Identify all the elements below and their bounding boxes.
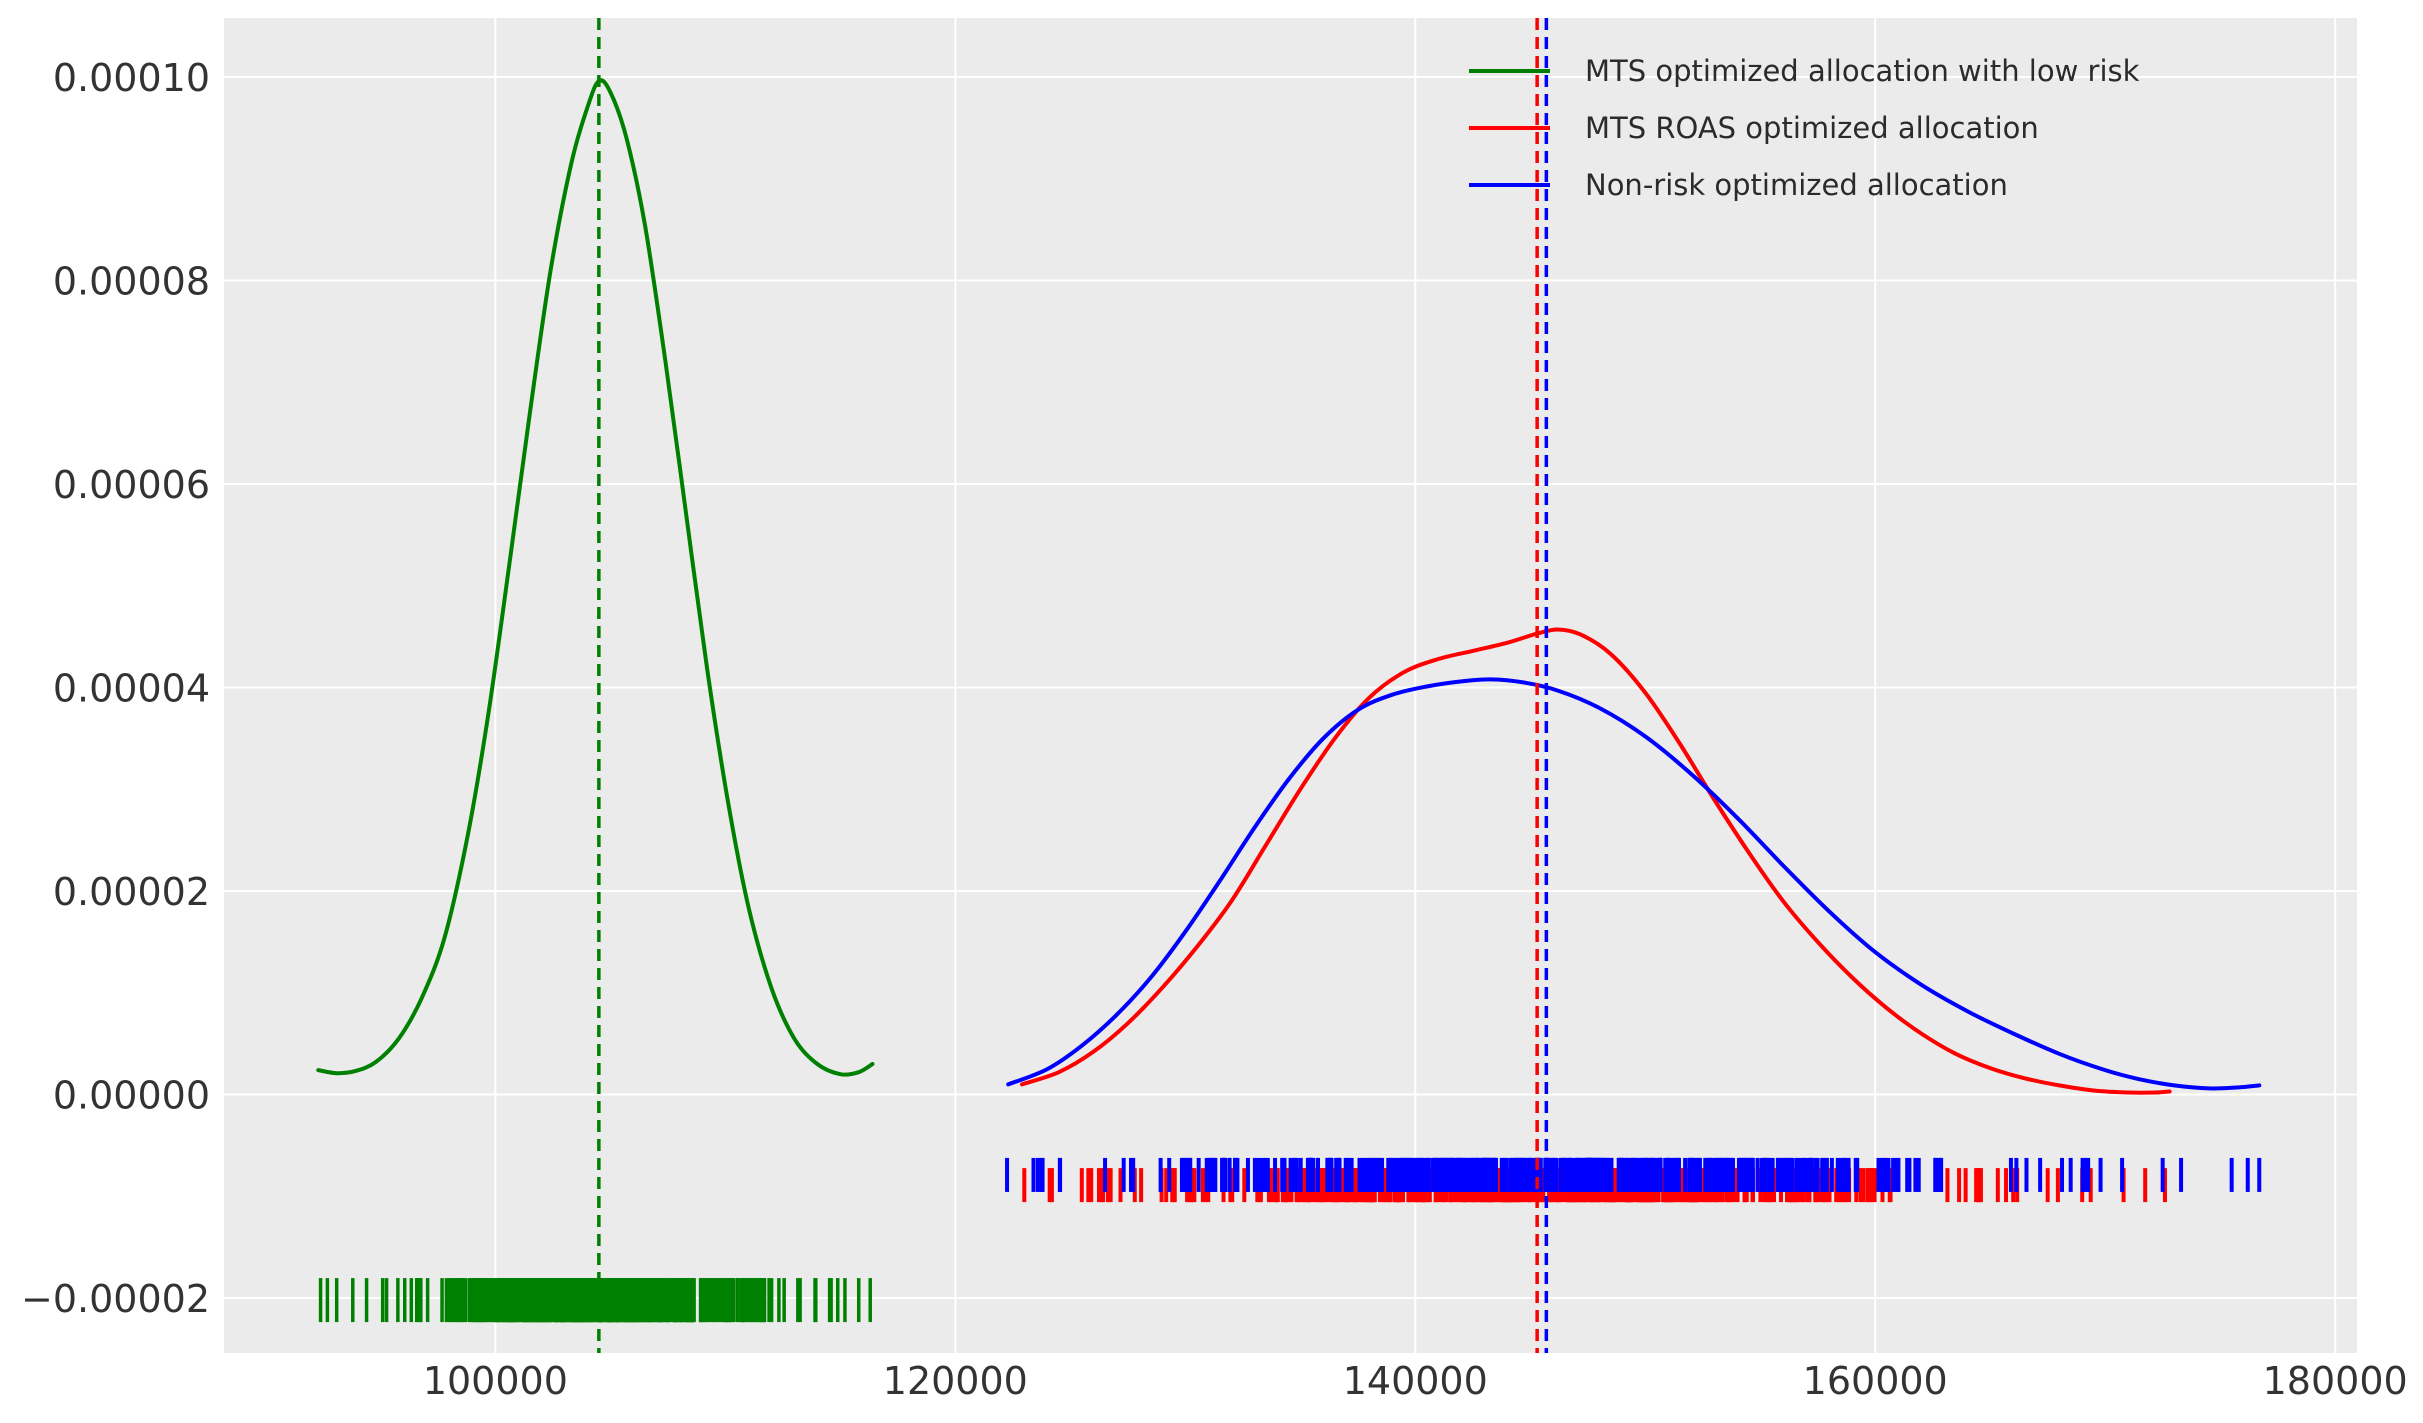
tick-labels: 100000 120000 140000 160000 180000 −0.00002 0.… [21, 56, 2408, 1403]
rug-row-0 [318, 1278, 872, 1323]
kde-curve-2 [1006, 677, 2262, 1091]
y-tick-label: −0.00002 [21, 1277, 210, 1321]
y-tick-label: 0.00004 [53, 667, 210, 711]
x-tick-label: 100000 [423, 1359, 568, 1403]
y-tick-label: 0.00006 [53, 463, 210, 507]
rug-plots [318, 1157, 2262, 1323]
x-tick-label: 180000 [2263, 1359, 2408, 1403]
y-tick-label: 0.00008 [53, 260, 210, 304]
x-tick-label: 160000 [1803, 1359, 1948, 1403]
y-tick-label: 0.00002 [53, 870, 210, 914]
y-tick-label: 0.00010 [53, 56, 210, 100]
legend: MTS optimized allocation with low risk M… [1469, 54, 2140, 202]
mean-lines [597, 18, 1549, 1353]
y-tick-label: 0.00000 [53, 1074, 210, 1118]
x-tick-label: 140000 [1343, 1359, 1488, 1403]
kde-curve-1 [1020, 627, 2172, 1095]
legend-label-roas: MTS ROAS optimized allocation [1585, 111, 2039, 145]
x-tick-label: 120000 [883, 1359, 1028, 1403]
legend-label-low-risk: MTS optimized allocation with low risk [1585, 54, 2140, 88]
plot-background [224, 18, 2357, 1353]
legend-label-non-risk: Non-risk optimized allocation [1585, 168, 2008, 202]
